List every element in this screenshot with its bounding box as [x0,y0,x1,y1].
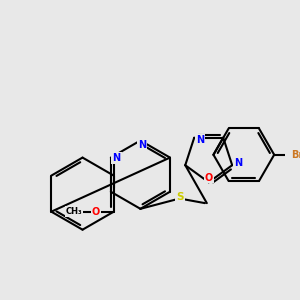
Text: N: N [138,140,146,150]
Text: O: O [92,207,100,217]
Text: CH₃: CH₃ [66,207,82,216]
Text: N: N [196,134,204,145]
Text: S: S [176,192,184,203]
Text: Br: Br [291,150,300,160]
Text: N: N [112,153,121,163]
Text: O: O [205,172,213,182]
Text: N: N [234,158,242,168]
